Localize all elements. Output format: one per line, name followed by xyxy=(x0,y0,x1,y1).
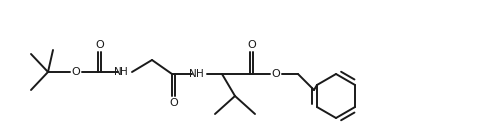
Text: O: O xyxy=(169,98,178,108)
Text: H: H xyxy=(120,67,128,77)
Text: N: N xyxy=(114,67,122,77)
Text: O: O xyxy=(71,67,80,77)
Text: O: O xyxy=(247,40,256,50)
Text: O: O xyxy=(272,69,281,79)
Text: O: O xyxy=(95,40,104,50)
Text: H: H xyxy=(196,69,204,79)
Text: N: N xyxy=(189,69,197,79)
